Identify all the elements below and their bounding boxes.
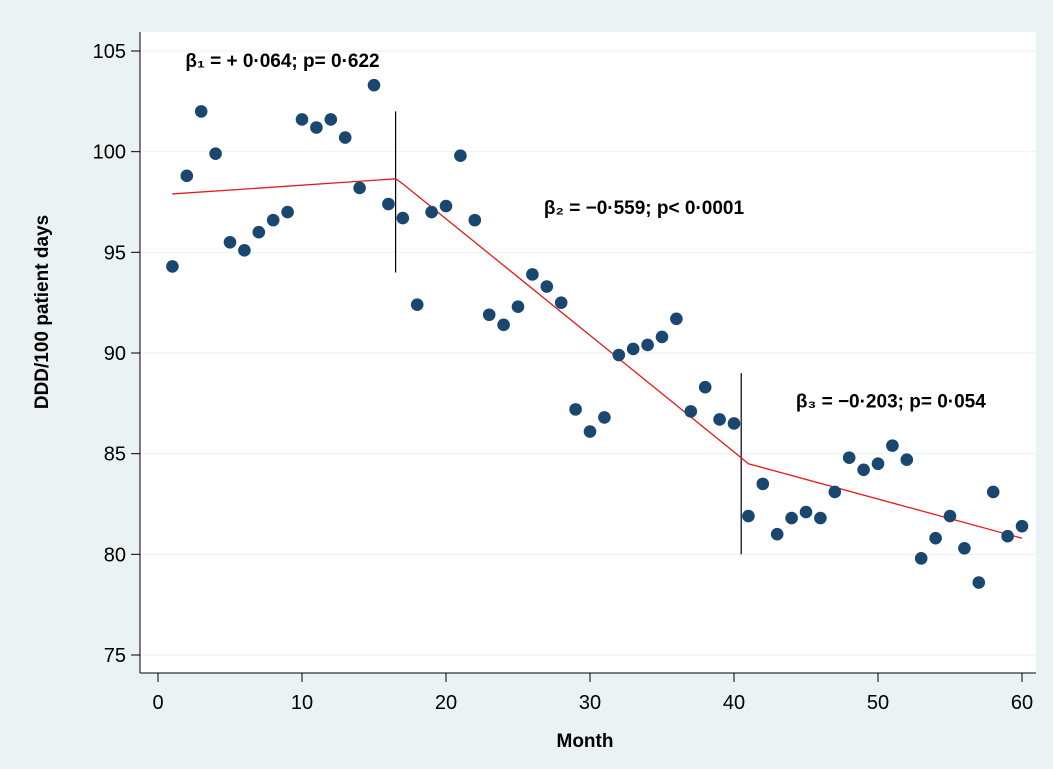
data-point bbox=[238, 244, 251, 257]
data-point bbox=[799, 505, 813, 519]
x-tick-label: 0 bbox=[152, 692, 163, 714]
data-point bbox=[511, 300, 525, 313]
data-point bbox=[1001, 529, 1014, 543]
data-point bbox=[482, 308, 496, 322]
data-point bbox=[670, 312, 683, 326]
breakpoint-lines bbox=[395, 111, 742, 555]
x-tick-label: 60 bbox=[1011, 692, 1033, 714]
data-point bbox=[526, 268, 539, 281]
data-point bbox=[871, 457, 885, 471]
annotation-label: β₂ = −0·559; p< 0·0001 bbox=[544, 198, 745, 219]
data-point bbox=[166, 260, 179, 273]
data-point bbox=[554, 296, 568, 309]
data-point bbox=[655, 330, 669, 344]
data-point bbox=[828, 485, 842, 499]
annotation-label: β₁ = + 0·064; p= 0·622 bbox=[185, 51, 379, 72]
data-point bbox=[929, 531, 942, 545]
data-point bbox=[900, 453, 914, 467]
data-point bbox=[612, 348, 626, 362]
data-point bbox=[454, 149, 467, 162]
data-point bbox=[353, 181, 366, 195]
gridlines bbox=[140, 50, 1036, 656]
data-point bbox=[223, 235, 237, 249]
data-point bbox=[842, 451, 856, 464]
y-tick-label: 75 bbox=[104, 645, 126, 667]
data-point bbox=[857, 463, 870, 477]
data-point bbox=[295, 113, 309, 126]
data-point bbox=[209, 147, 222, 160]
data-point bbox=[684, 405, 698, 418]
y-tick-label: 95 bbox=[104, 242, 126, 264]
data-point bbox=[540, 280, 554, 293]
data-point bbox=[439, 199, 453, 213]
x-tick-label: 40 bbox=[723, 692, 745, 714]
x-tick-label: 20 bbox=[435, 692, 457, 714]
y-axis-title: DDD/100 patient days bbox=[32, 215, 53, 409]
x-tick-label: 30 bbox=[579, 692, 601, 714]
data-point bbox=[410, 298, 424, 311]
x-ticks: 0 10 20 30 40 50 60 bbox=[152, 673, 1033, 714]
data-point bbox=[468, 213, 482, 227]
annotation-label: β₃ = −0·203; p= 0·054 bbox=[796, 391, 986, 412]
data-point bbox=[382, 197, 395, 211]
data-point bbox=[641, 338, 654, 352]
data-point bbox=[1015, 519, 1029, 533]
y-ticks: 75 80 85 90 95 100 105 bbox=[93, 41, 140, 667]
x-tick-label: 50 bbox=[867, 692, 889, 714]
data-point bbox=[583, 425, 597, 438]
data-point bbox=[180, 169, 194, 183]
y-tick-label: 85 bbox=[104, 444, 126, 466]
data-point bbox=[943, 509, 957, 523]
data-point bbox=[194, 105, 208, 118]
data-point bbox=[958, 541, 971, 555]
data-point bbox=[626, 342, 640, 356]
data-point bbox=[324, 113, 338, 126]
data-point bbox=[756, 477, 770, 491]
data-point bbox=[569, 403, 582, 416]
data-point bbox=[425, 205, 438, 219]
x-axis-title: Month bbox=[557, 731, 614, 752]
data-points bbox=[166, 78, 1029, 589]
data-point bbox=[914, 552, 928, 565]
data-point bbox=[785, 511, 798, 525]
data-point bbox=[310, 121, 323, 134]
data-point bbox=[886, 439, 899, 452]
data-point bbox=[770, 527, 784, 541]
y-tick-label: 100 bbox=[93, 142, 126, 164]
y-tick-label: 90 bbox=[104, 343, 126, 365]
data-point bbox=[814, 511, 827, 525]
data-point bbox=[497, 318, 510, 332]
data-point bbox=[338, 131, 352, 144]
data-point bbox=[727, 417, 741, 430]
fit-line bbox=[172, 178, 1023, 539]
data-point bbox=[698, 380, 712, 394]
data-point bbox=[367, 78, 381, 92]
y-tick-label: 105 bbox=[93, 41, 126, 63]
data-point bbox=[986, 485, 1000, 499]
annotations: β₁ = + 0·064; p= 0·622 β₂ = −0·559; p< 0·… bbox=[185, 51, 986, 412]
data-point bbox=[252, 225, 266, 239]
data-point bbox=[972, 576, 986, 589]
x-tick-label: 10 bbox=[291, 692, 313, 714]
data-point bbox=[266, 213, 280, 227]
data-point bbox=[713, 413, 726, 426]
data-point bbox=[598, 411, 611, 424]
data-point bbox=[742, 509, 755, 523]
data-point bbox=[281, 205, 294, 219]
data-point bbox=[396, 211, 410, 225]
y-tick-label: 80 bbox=[104, 544, 126, 566]
